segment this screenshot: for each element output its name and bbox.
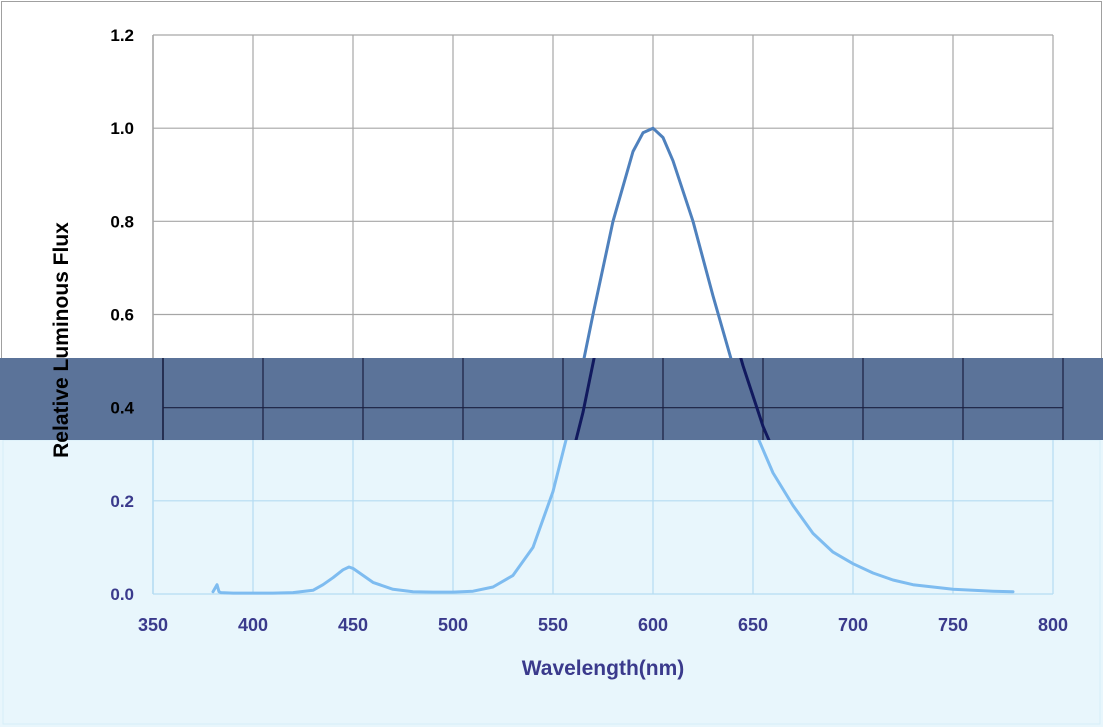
y-tick-label: 0.6: [110, 306, 134, 325]
x-axis-title: Wavelength(nm): [522, 657, 685, 680]
spectrum-line-0: [211, 440, 1015, 595]
plot-layer-clip-top: [152, 34, 1054, 358]
x-tick-label: 600: [638, 615, 668, 635]
x-tick-label: 500: [438, 615, 468, 635]
outer-frame: [1, 1, 1102, 358]
y-tick-label: 0.4: [110, 399, 134, 418]
band-background: [0, 358, 1103, 440]
x-tick-label: 650: [738, 615, 768, 635]
plot-layer-clip-bottom: [152, 440, 1054, 595]
y-axis-title: Relative Luminous Flux: [50, 222, 73, 458]
x-tick-label: 750: [938, 615, 968, 635]
y-tick-label: 1.0: [110, 119, 134, 138]
y-tick-label: 0.2: [110, 492, 134, 511]
y-tick-label: 0.0: [110, 585, 134, 604]
x-tick-label: 800: [1038, 615, 1068, 635]
y-tick-label: 1.2: [110, 26, 134, 45]
x-tick-label: 700: [838, 615, 868, 635]
x-tick-label: 400: [238, 615, 268, 635]
plot-layer-clip-band: [162, 358, 1064, 440]
x-tick-label: 550: [538, 615, 568, 635]
x-tick-label: 350: [138, 615, 168, 635]
upper-background: [0, 0, 1103, 358]
y-tick-label: 0.8: [110, 212, 134, 231]
x-tick-label: 450: [338, 615, 368, 635]
lower-background: [0, 440, 1103, 727]
